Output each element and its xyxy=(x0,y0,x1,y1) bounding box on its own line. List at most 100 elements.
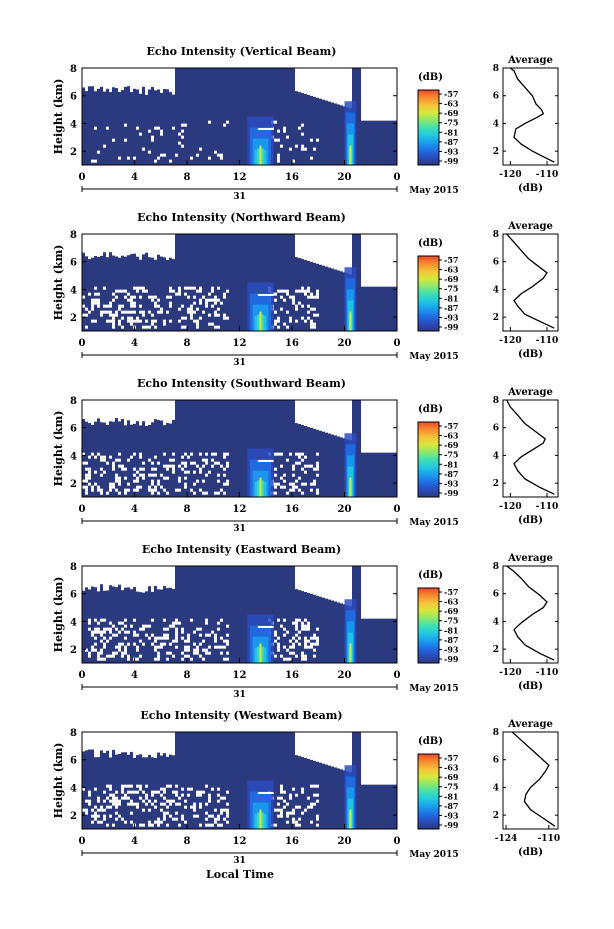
x-tick-label: 16 xyxy=(285,504,299,515)
colorbar xyxy=(417,587,440,664)
heatmap-cells xyxy=(82,400,397,495)
x-tick-label: 8 xyxy=(184,172,191,183)
profile-title: Average xyxy=(507,55,553,66)
panel-title: Echo Intensity (Northward Beam) xyxy=(137,211,346,224)
y-tick-label: 4 xyxy=(70,285,77,296)
profile-y-tick-label: 2 xyxy=(493,811,499,821)
x-tick-label: 0 xyxy=(79,670,86,681)
profile-line xyxy=(506,399,555,495)
profile-y-tick-label: 2 xyxy=(493,479,499,489)
profile-frame xyxy=(502,399,559,498)
day-label: 31 xyxy=(233,690,246,700)
bright-band xyxy=(257,127,274,130)
colorbar-tick-label: -63 xyxy=(444,99,459,109)
profile-y-tick-label: 4 xyxy=(493,119,499,129)
profile-title: Average xyxy=(507,719,553,730)
x-tick-label: 4 xyxy=(131,504,138,515)
x-tick-label: 8 xyxy=(184,338,191,349)
colorbar-tick-label: -87 xyxy=(444,635,458,645)
profile-frame xyxy=(502,233,559,332)
x-tick-label: 16 xyxy=(285,836,299,847)
x-tick-label: 12 xyxy=(233,836,247,847)
heatmap-cells xyxy=(82,68,397,163)
colorbar-tick-label: -81 xyxy=(444,127,458,137)
panel-title: Echo Intensity (Westward Beam) xyxy=(140,709,342,722)
y-tick-label: 6 xyxy=(70,424,77,435)
profile-y-tick-label: 6 xyxy=(493,756,499,766)
colorbar-unit: (dB) xyxy=(418,736,443,747)
profile-y-tick-label: 2 xyxy=(493,645,499,655)
colorbar-tick-label: -87 xyxy=(444,469,458,479)
colorbar-tick-label: -99 xyxy=(444,820,459,830)
convective-column-1 xyxy=(247,116,274,165)
convective-column-2 xyxy=(344,765,357,829)
y-tick-label: 8 xyxy=(70,562,77,573)
day-label: 31 xyxy=(233,856,246,866)
panel-1: Echo Intensity (Vertical Beam) 2 4 6 8 Height… xyxy=(52,45,559,202)
profile-y-tick-label: 8 xyxy=(493,64,499,74)
y-tick-label: 2 xyxy=(70,479,77,490)
y-axis-label: Height (km) xyxy=(52,79,65,155)
profile-x-tick-label: -110 xyxy=(538,834,561,844)
colorbar-unit: (dB) xyxy=(418,570,443,581)
x-tick-label: 8 xyxy=(184,836,191,847)
colorbar-tick-label: -99 xyxy=(444,654,459,664)
profile-y-tick-label: 6 xyxy=(493,258,499,268)
colorbar-tick-label: -81 xyxy=(444,293,458,303)
y-tick-label: 6 xyxy=(70,590,77,601)
profile-y-tick-label: 4 xyxy=(493,617,499,627)
colorbar-tick-label: -87 xyxy=(444,303,458,313)
colorbar-tick-label: -63 xyxy=(444,431,459,441)
profile-frame xyxy=(502,731,559,830)
heatmap-cells xyxy=(82,234,397,329)
profile-y-tick-label: 6 xyxy=(493,92,499,102)
x-tick-label: 4 xyxy=(131,172,138,183)
profile-x-label: (dB) xyxy=(518,515,543,526)
colorbar-tick-label: -69 xyxy=(444,274,459,284)
profile-line xyxy=(509,67,555,163)
y-tick-label: 8 xyxy=(70,396,77,407)
colorbar-unit: (dB) xyxy=(418,404,443,415)
profile-x-tick-label: -110 xyxy=(536,502,559,512)
y-tick-label: 8 xyxy=(70,64,77,75)
x-tick-label: 4 xyxy=(131,670,138,681)
day-label: 31 xyxy=(233,192,246,202)
y-tick-label: 2 xyxy=(70,645,77,656)
x-tick-label: 20 xyxy=(338,338,352,349)
x-tick-label: 12 xyxy=(233,504,247,515)
profile-x-label: (dB) xyxy=(518,183,543,194)
colorbar-tick-label: -63 xyxy=(444,597,459,607)
colorbar-tick-label: -93 xyxy=(444,810,459,820)
x-tick-label: 4 xyxy=(131,338,138,349)
x-tick-label: 0 xyxy=(79,836,86,847)
convective-column-1 xyxy=(247,282,274,331)
x-tick-label: 12 xyxy=(233,338,247,349)
colorbar-tick-label: -75 xyxy=(444,284,458,294)
panel-title: Echo Intensity (Vertical Beam) xyxy=(146,45,336,58)
x-tick-label: 0 xyxy=(394,172,401,183)
x-tick-label: 0 xyxy=(394,836,401,847)
profile-title: Average xyxy=(507,553,553,564)
x-tick-label: 8 xyxy=(184,504,191,515)
profile-x-label: (dB) xyxy=(518,681,543,692)
colorbar xyxy=(417,89,440,166)
profile-x-label: (dB) xyxy=(518,349,543,360)
colorbar-tick-label: -69 xyxy=(444,108,459,118)
panel-2: Echo Intensity (Northward Beam) 2 4 6 8 Heigh… xyxy=(52,211,559,368)
profile-y-tick-label: 8 xyxy=(493,396,499,406)
convective-column-1 xyxy=(247,614,274,663)
colorbar-tick-label: -63 xyxy=(444,763,459,773)
x-tick-label: 20 xyxy=(338,836,352,847)
panel-4: Echo Intensity (Eastward Beam) 2 4 6 8 Height… xyxy=(52,543,559,700)
profile-line xyxy=(511,731,556,827)
convective-column-1 xyxy=(247,780,274,829)
profile-frame xyxy=(502,67,559,166)
colorbar-tick-label: -75 xyxy=(444,616,458,626)
y-tick-label: 6 xyxy=(70,92,77,103)
colorbar-tick-label: -81 xyxy=(444,791,458,801)
day-label: 31 xyxy=(233,358,246,368)
day-label: 31 xyxy=(233,524,246,534)
colorbar-tick-label: -81 xyxy=(444,459,458,469)
panel-3: Echo Intensity (Southward Beam) 2 4 6 8 Heigh… xyxy=(52,377,559,534)
profile-y-tick-label: 8 xyxy=(493,728,499,738)
